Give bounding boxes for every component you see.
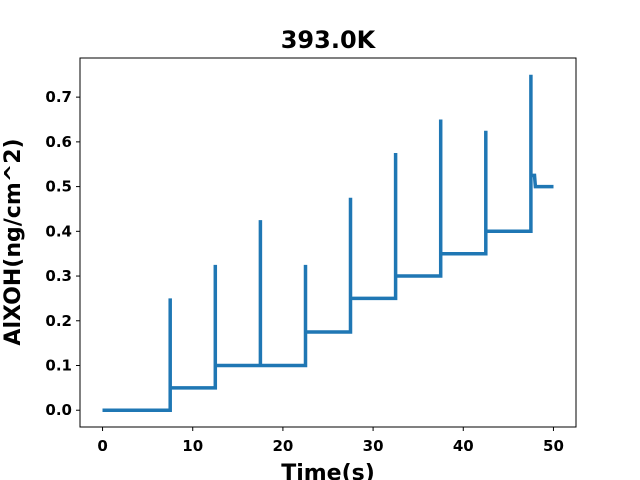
y-tick-label: 0.4 [45,222,72,240]
y-tick-label: 0.2 [45,312,72,330]
y-axis-label: AlXOH(ng/cm^2) [1,138,26,345]
y-tick-label: 0.0 [45,401,72,419]
y-tick-label: 0.5 [45,178,72,196]
series-layer [102,74,554,412]
x-tick-label: 20 [272,437,293,455]
plot-frame [79,57,577,428]
y-ticks: 0.0 0.1 0.2 0.3 0.4 0.5 0.6 0.7 [45,88,80,419]
y-tick-label: 0.3 [45,267,72,285]
x-tick-label: 0 [97,437,107,455]
x-tick-label: 10 [182,437,203,455]
x-axis-label: Time(s) [281,461,375,480]
chart-title: 393.0K [281,26,377,54]
x-tick-label: 50 [543,437,564,455]
y-tick-label: 0.1 [45,357,72,375]
x-ticks: 0 10 20 30 40 50 [97,427,564,455]
y-tick-label: 0.6 [45,133,72,151]
y-tick-label: 0.7 [45,88,72,106]
x-tick-label: 30 [363,437,384,455]
series-line [102,74,554,412]
x-tick-label: 40 [453,437,474,455]
